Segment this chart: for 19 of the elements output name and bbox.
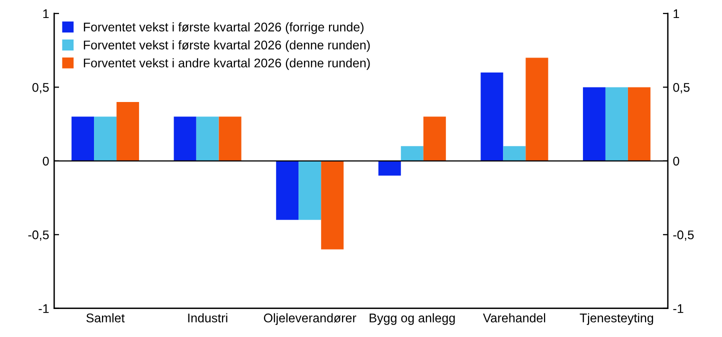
- y-tick-label: -1: [38, 304, 49, 313]
- y2-tick-label: 1: [674, 9, 680, 18]
- y-tick-label: 0: [42, 156, 49, 166]
- y2-tick-label: 0,5: [673, 83, 690, 94]
- x-tick-label: Samlet: [86, 313, 125, 322]
- y2-tick-label: -0,5: [673, 230, 694, 241]
- x-tick-label: Varehandel: [482, 313, 546, 322]
- x-tick-label: Oljeleverandører: [264, 313, 356, 325]
- legend-label: Forventet vekst i første kvartal 2026 (forrige runde): [84, 22, 364, 34]
- legend-label: Forventet vekst i andre kvartal 2026 (denne runden): [84, 58, 370, 70]
- y-tick-label: 1: [43, 9, 49, 18]
- y-tick-label: -0,5: [28, 230, 49, 241]
- y2-tick-label: 0: [673, 156, 680, 166]
- x-tick-label: Tjenesteyting: [580, 313, 654, 325]
- y2-tick-label: -1: [673, 304, 684, 313]
- x-tick-label: Bygg og anlegg: [370, 313, 455, 325]
- legend-label: Forventet vekst i første kvartal 2026 (denne runden): [84, 40, 370, 52]
- y-tick-label: 0,5: [32, 83, 49, 94]
- x-tick-label: Industri: [188, 313, 228, 322]
